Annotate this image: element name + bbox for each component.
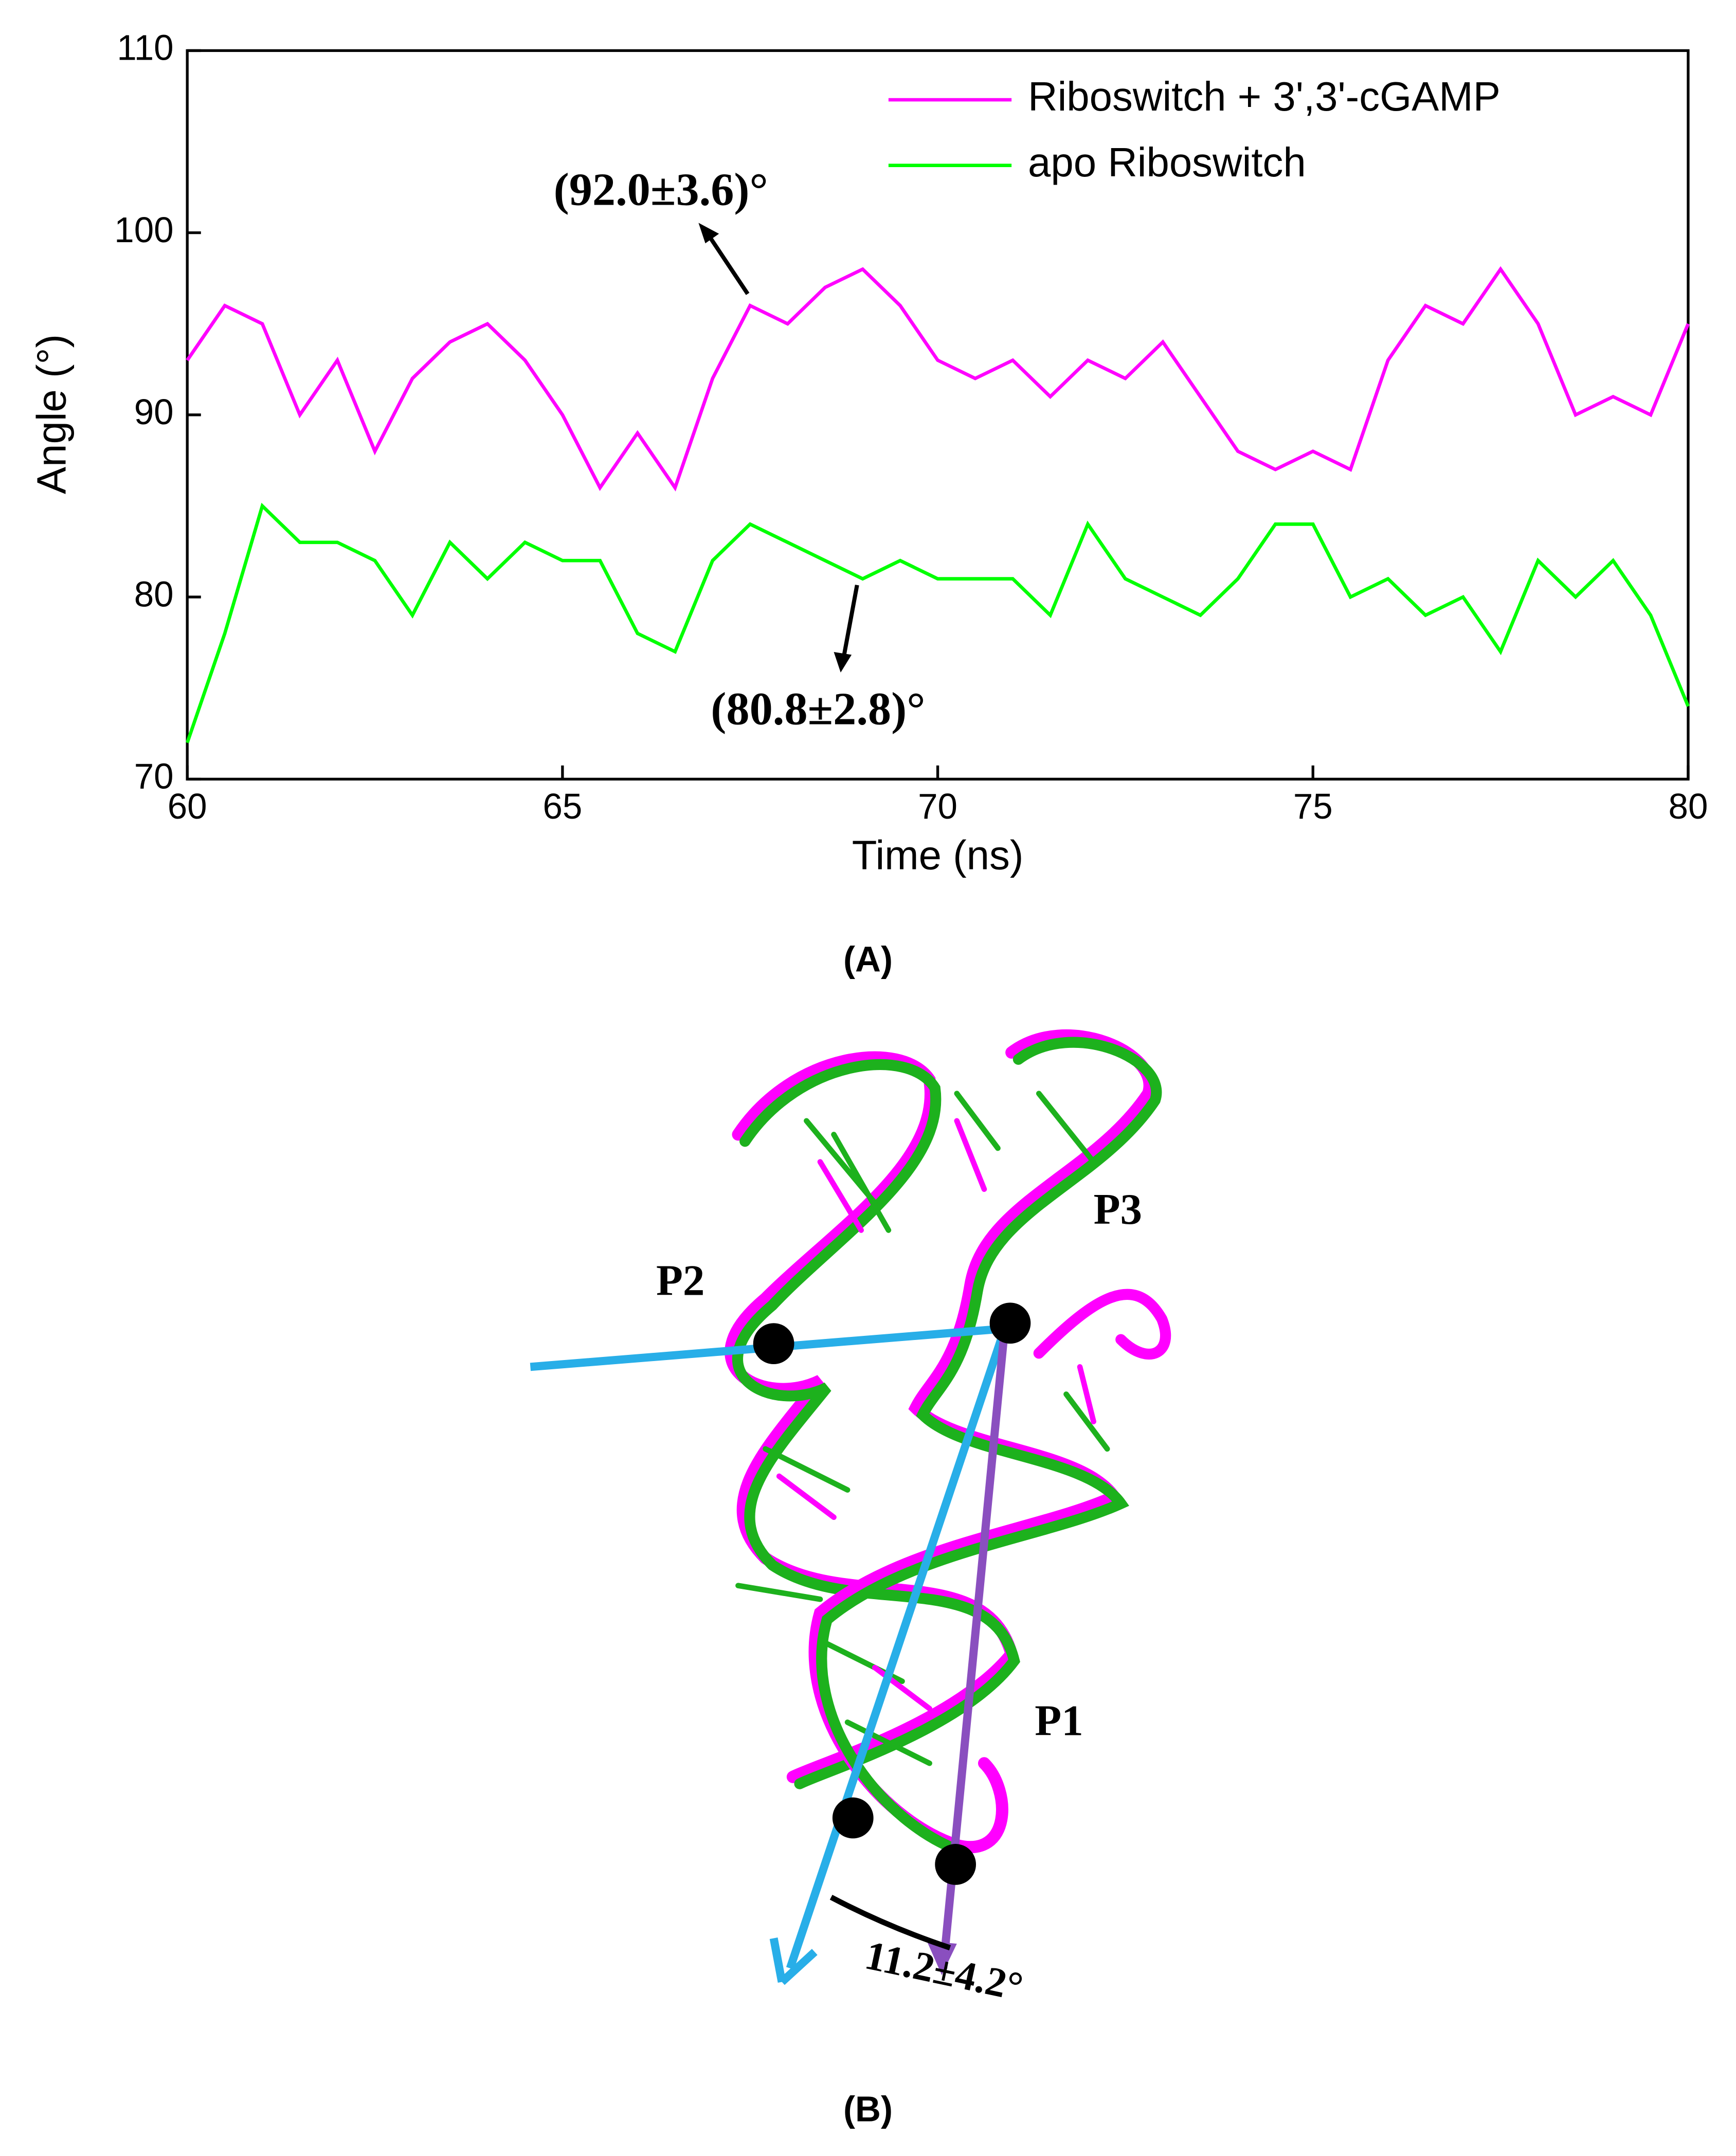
arrowhead [698,223,719,244]
x-tick-label: 65 [542,786,582,826]
y-tick-label: 100 [114,210,173,250]
y-tick-label: 90 [134,392,174,432]
x-axis-label: Time (ns) [852,832,1024,878]
annotation: (80.8±2.8)° [711,682,925,734]
x-tick-label: 60 [168,786,207,826]
center-point [832,1797,874,1839]
annotation: (92.0±3.6)° [554,163,768,215]
strand [732,1059,1020,1789]
panel-label: (A) [843,939,893,980]
center-point [989,1302,1031,1344]
axis-vector [786,1327,1009,1970]
center-point [935,1844,977,1885]
y-axis-label: Angle (°) [28,334,74,494]
base-pair [735,1091,1110,1766]
x-tick-label: 70 [918,786,957,826]
angle-arc [829,1895,951,1951]
annotation-arrow [705,231,750,295]
strand [1033,1289,1171,1360]
annotation-arrow [841,585,859,660]
center-point [753,1323,794,1365]
x-tick-label: 75 [1293,786,1333,826]
plot-frame [186,49,1690,781]
base-pair [776,1118,1096,1712]
helix-label: P2 [656,1256,704,1305]
arrowhead [834,652,852,673]
x-tick-label: 80 [1669,786,1708,826]
y-tick-label: 80 [134,574,174,614]
legend-label: Riboswitch + 3',3'-cGAMP [1028,74,1500,119]
strand [816,1037,1162,1858]
panel-label: (B) [843,2089,893,2129]
rna-structure [725,1029,1171,1858]
y-tick-label: 70 [134,756,174,796]
arrowhead [769,1937,818,1985]
data-line [186,266,1690,492]
helix-label: P3 [1094,1185,1142,1234]
y-tick-label: 110 [117,28,173,68]
legend-label: apo Riboswitch [1028,139,1306,185]
helix-label: P1 [1035,1696,1083,1745]
data-line [186,502,1690,744]
